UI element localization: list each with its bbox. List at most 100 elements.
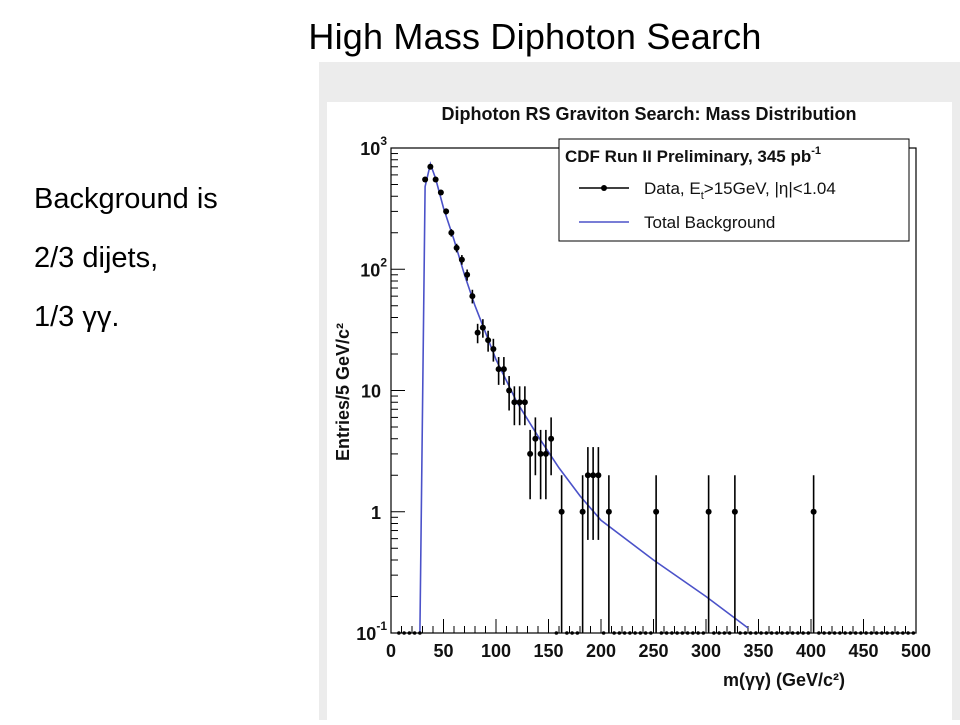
x-axis: 0 50 100 150 200 250 300 350 400 450 500	[386, 619, 931, 661]
legend-header: CDF Run II Preliminary, 345 pb-1	[565, 145, 821, 166]
x-tick-label: 300	[691, 641, 721, 661]
x-tick-label: 150	[533, 641, 563, 661]
data-point	[500, 366, 507, 373]
data-point	[705, 508, 712, 515]
data-points-layer	[396, 163, 916, 635]
data-point	[579, 508, 586, 515]
zero-bin-point	[769, 631, 774, 635]
zero-bin-point	[675, 631, 679, 635]
x-tick-label: 250	[638, 641, 668, 661]
zero-bin-point	[759, 631, 763, 635]
data-point	[506, 387, 513, 394]
zero-bin-point	[554, 631, 559, 635]
zero-bin-point	[575, 631, 580, 635]
y-tick-label: 1	[371, 503, 381, 523]
data-point	[595, 472, 602, 479]
data-point	[495, 366, 502, 373]
y-axis-label: Entries/5 GeV/c²	[333, 323, 353, 461]
zero-bin-point	[796, 631, 800, 635]
data-point	[605, 508, 612, 515]
zero-bin-point	[874, 631, 879, 635]
zero-bin-point	[712, 631, 716, 635]
zero-bin-point	[890, 631, 895, 635]
slide-title: High Mass Diphoton Search	[308, 16, 762, 57]
background-curve-layer	[419, 161, 749, 634]
zero-bin-point	[785, 631, 790, 635]
data-point	[542, 450, 549, 457]
data-point	[511, 399, 518, 406]
data-point	[469, 293, 476, 300]
zero-bin-point	[780, 631, 784, 635]
zero-bin-point	[659, 631, 664, 635]
zero-bin-point	[402, 631, 406, 635]
zero-bin-point	[843, 631, 847, 635]
data-point	[485, 337, 492, 344]
y-tick-label: 10	[361, 382, 381, 402]
zero-bin-point	[601, 631, 606, 635]
legend-box	[558, 138, 910, 242]
data-point	[490, 345, 497, 352]
zero-bin-point	[743, 631, 748, 635]
data-point	[521, 399, 528, 406]
zero-bin-point	[727, 631, 732, 635]
zero-bin-point	[853, 631, 858, 635]
zero-bin-point	[748, 631, 753, 635]
zero-bin-point	[817, 631, 821, 635]
data-point	[516, 399, 523, 406]
zero-bin-point	[832, 631, 837, 635]
x-tick-label: 0	[386, 641, 396, 661]
data-point	[464, 271, 471, 278]
data-point	[458, 256, 465, 263]
zero-bin-point	[880, 631, 884, 635]
zero-bin-point	[628, 631, 632, 635]
zero-bin-point	[622, 631, 627, 635]
data-point	[731, 508, 738, 515]
zero-bin-point	[570, 631, 574, 635]
plot-panel: Diphoton RS Graviton Search: Mass Distri…	[319, 62, 960, 720]
zero-bin-point	[418, 631, 422, 635]
zero-bin-point	[397, 631, 401, 635]
zero-bin-point	[612, 631, 616, 635]
zero-bin-point	[738, 631, 742, 635]
y-tick-label: 103	[360, 134, 387, 159]
legend-data-marker	[601, 185, 607, 191]
bullet-diphoton: 1/3 γγ.	[34, 301, 120, 333]
zero-bin-point	[885, 631, 889, 635]
zero-bin-point	[806, 631, 811, 635]
data-point	[558, 508, 565, 515]
zero-bin-point	[859, 631, 863, 635]
zero-bin-point	[638, 631, 643, 635]
zero-bin-point	[701, 631, 706, 635]
zero-bin-point	[407, 631, 412, 635]
zero-bin-point	[895, 631, 900, 635]
zero-bin-point	[838, 631, 842, 635]
x-tick-label: 500	[901, 641, 931, 661]
x-axis-label: m(γγ) (GeV/c²)	[723, 670, 845, 690]
zero-bin-point	[565, 631, 569, 635]
x-tick-label: 400	[796, 641, 826, 661]
zero-bin-point	[754, 631, 758, 635]
data-point	[527, 450, 534, 457]
data-point	[474, 329, 481, 336]
data-point	[653, 508, 660, 515]
data-point	[427, 163, 434, 170]
data-point	[537, 450, 544, 457]
x-tick-label: 100	[481, 641, 511, 661]
zero-bin-point	[901, 631, 905, 635]
x-tick-label: 200	[586, 641, 616, 661]
zero-bin-point	[649, 631, 653, 635]
zero-bin-point	[848, 631, 853, 635]
zero-bin-point	[827, 631, 832, 635]
x-tick-label: 50	[433, 641, 453, 661]
legend-background-label: Total Background	[644, 213, 775, 232]
zero-bin-point	[412, 631, 417, 635]
legend: CDF Run II Preliminary, 345 pb-1 Data, E…	[558, 138, 910, 242]
zero-bin-point	[691, 631, 695, 635]
zero-bin-point	[633, 631, 637, 635]
data-point	[584, 472, 591, 479]
zero-bin-point	[643, 631, 648, 635]
mass-distribution-chart: Diphoton RS Graviton Search: Mass Distri…	[327, 102, 952, 720]
zero-bin-point	[696, 631, 700, 635]
data-point	[437, 189, 444, 196]
legend-data-label: Data, Et>15GeV, |η|<1.04	[644, 179, 836, 202]
